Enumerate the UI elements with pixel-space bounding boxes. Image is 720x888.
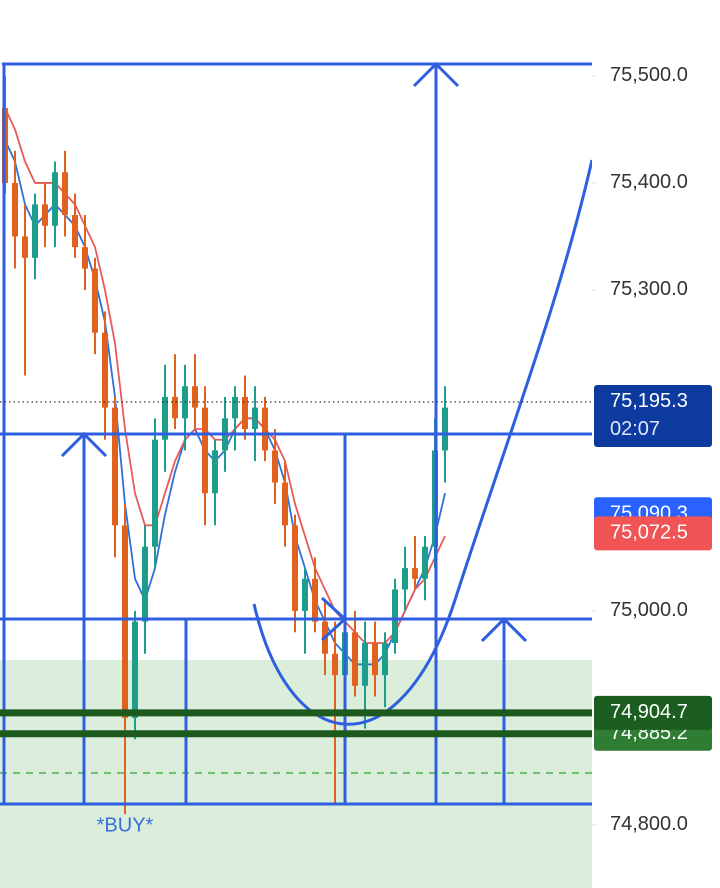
annotation: *BUY* xyxy=(97,814,154,836)
candle-body xyxy=(122,525,128,718)
candle-body xyxy=(392,589,398,643)
candle-body xyxy=(42,204,48,226)
candle-body xyxy=(362,642,368,686)
candle-body xyxy=(312,578,318,622)
candle-body xyxy=(192,386,198,408)
candle-body xyxy=(272,450,278,483)
candle-body xyxy=(152,439,158,547)
price-tag xyxy=(594,695,712,730)
candle-body xyxy=(62,172,68,216)
drawings xyxy=(0,61,594,806)
candle-body xyxy=(202,407,208,494)
price-tag xyxy=(594,384,712,447)
candle-body xyxy=(82,247,88,269)
candle-body xyxy=(162,396,168,440)
countdown: 02:07 xyxy=(610,418,660,440)
y-tick-label: 75,300.0 xyxy=(610,278,688,300)
candle-body xyxy=(52,172,58,226)
arrow-head xyxy=(412,61,460,88)
candle-body xyxy=(292,525,298,611)
price-tag xyxy=(594,516,712,551)
candle-body xyxy=(72,215,78,248)
candle-body xyxy=(12,182,18,237)
candle-body xyxy=(132,621,138,718)
candle-body xyxy=(142,546,148,622)
candle-body xyxy=(212,450,218,494)
y-tick-label: 75,400.0 xyxy=(610,171,688,193)
candle-body xyxy=(442,407,448,451)
candle-body xyxy=(242,396,248,430)
candle-body xyxy=(112,407,118,526)
y-tick-label: 74,800.0 xyxy=(610,813,688,835)
candle-body xyxy=(422,546,428,579)
arrow-head xyxy=(320,596,348,642)
price-tag-label: 74,904.7 xyxy=(610,701,688,723)
candle-body xyxy=(262,407,268,451)
candle-body xyxy=(232,396,238,419)
price-tag-label: 75,195.3 xyxy=(610,390,688,412)
candle-body xyxy=(172,396,178,419)
candle-body xyxy=(22,236,28,258)
candle-body xyxy=(282,482,288,526)
arrow-head xyxy=(60,431,108,458)
candle-body xyxy=(402,568,408,590)
candle-body xyxy=(92,268,98,333)
arrow-head xyxy=(480,616,528,643)
candle-body xyxy=(372,642,378,676)
y-tick-label: 75,500.0 xyxy=(610,64,688,86)
candle-body xyxy=(352,632,358,686)
candle-body xyxy=(32,204,38,258)
y-tick-label: 75,000.0 xyxy=(610,599,688,621)
candle-body xyxy=(382,642,388,676)
candle-body xyxy=(412,568,418,579)
candle-body xyxy=(332,653,338,676)
candle-body xyxy=(302,578,308,611)
price-tag-label: 75,072.5 xyxy=(610,522,688,544)
candle-body xyxy=(102,332,108,408)
candle-body xyxy=(252,407,258,430)
cup-curve xyxy=(252,159,594,726)
